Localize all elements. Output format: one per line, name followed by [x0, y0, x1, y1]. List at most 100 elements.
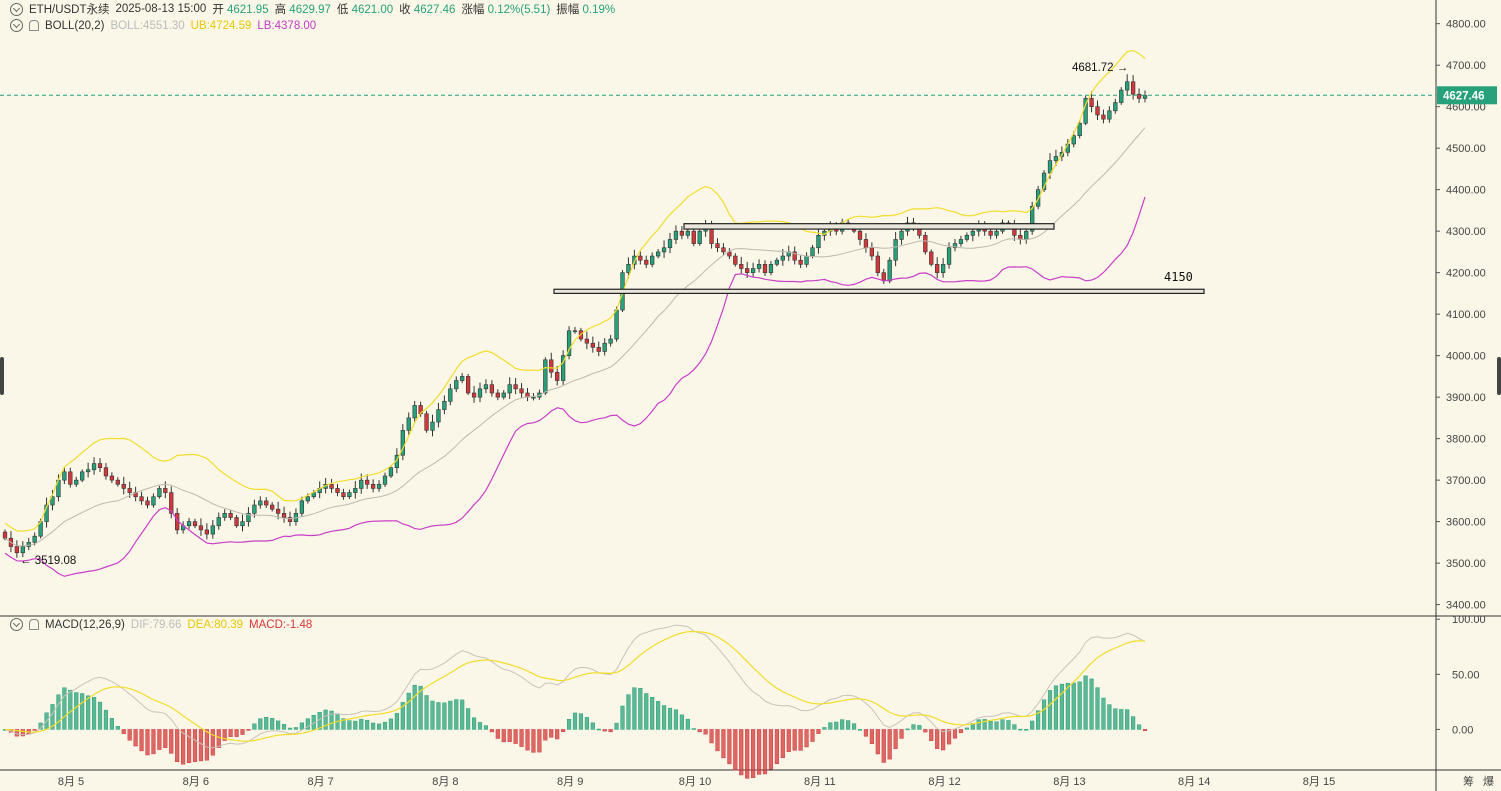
- candle-body: [270, 504, 275, 510]
- macd-histogram-bar: [869, 729, 874, 745]
- macd-histogram-bar: [911, 724, 916, 730]
- macd-histogram-bar: [483, 725, 489, 730]
- macd-histogram-bar: [810, 729, 815, 742]
- candle-body: [1053, 156, 1059, 161]
- macd-histogram-bar: [365, 719, 370, 730]
- macd-histogram-bar: [1041, 699, 1047, 730]
- candle-body: [810, 247, 815, 257]
- macd-histogram-bar: [1089, 678, 1094, 730]
- price-tick-label: 4800.00: [1446, 19, 1486, 31]
- macd-histogram-bar: [68, 689, 73, 730]
- current-price-tag: [1437, 86, 1497, 105]
- candle-body: [50, 496, 55, 506]
- macd-histogram-bar: [893, 729, 898, 749]
- alert-bell-icon[interactable]: [29, 20, 39, 31]
- macd-histogram-bar: [543, 729, 548, 741]
- right-panel-handle: [1497, 357, 1501, 395]
- macd-histogram-bar: [840, 719, 845, 730]
- macd-histogram-bar: [234, 729, 239, 737]
- macd-histogram-bar: [685, 718, 690, 730]
- macd-histogram-bar: [507, 729, 512, 742]
- price-tick-label: 4600.00: [1446, 102, 1486, 114]
- boll-mid-value: BOLL:4551.30: [110, 19, 185, 32]
- high-value: 4629.97: [289, 4, 331, 16]
- macd-histogram-bar: [181, 729, 186, 765]
- candle-body: [359, 479, 364, 489]
- macd-histogram-bar: [186, 729, 192, 763]
- macd-histogram-bar: [739, 729, 744, 776]
- date-tick-label: 8月 15: [1303, 776, 1335, 788]
- macd-histogram-bar: [1065, 682, 1070, 730]
- candle-body: [881, 272, 886, 282]
- candle-body: [103, 467, 109, 477]
- boll-lower-line: [4, 196, 1146, 577]
- macd-hist-value: MACD:-1.48: [249, 618, 313, 631]
- macd-histogram-bar: [293, 727, 299, 730]
- candle-body: [258, 500, 263, 506]
- macd-histogram-bar: [163, 729, 168, 748]
- macd-histogram-bar: [477, 722, 483, 730]
- macd-histogram-bar: [341, 718, 346, 730]
- macd-histogram-bar: [751, 729, 756, 778]
- candle-body: [935, 264, 940, 273]
- macd-histogram-bar: [946, 729, 952, 745]
- macd-histogram-bar: [388, 718, 394, 730]
- macd-histogram-bar: [691, 728, 696, 730]
- candle-body: [584, 338, 590, 344]
- candle-body: [501, 392, 506, 398]
- candle-body: [560, 355, 566, 381]
- macd-histogram-bar: [590, 722, 595, 730]
- candle-body: [655, 251, 661, 257]
- price-tick-label: 3700.00: [1446, 475, 1486, 487]
- candle-body: [299, 500, 305, 514]
- date-tick-label: 8月 13: [1053, 776, 1085, 788]
- candle-body: [952, 243, 958, 249]
- macd-histogram-bar: [198, 729, 204, 762]
- macd-histogram-bar: [442, 702, 447, 730]
- macd-histogram-bar: [62, 687, 67, 730]
- candle-body: [774, 259, 780, 265]
- candle-body: [596, 347, 601, 352]
- macd-histogram-bar: [679, 714, 684, 730]
- candle-body: [305, 496, 310, 502]
- candle-body: [400, 430, 405, 456]
- macd-histogram-bar: [175, 729, 180, 762]
- candle-body: [614, 309, 619, 340]
- macd-histogram-bar: [240, 729, 245, 735]
- candle-body: [1095, 106, 1100, 116]
- candle-body: [252, 504, 257, 514]
- candle-body: [697, 230, 702, 244]
- candle-body: [335, 488, 340, 493]
- candle-body: [365, 479, 370, 485]
- boll-upper-line: [4, 49, 1146, 532]
- candle-body: [519, 388, 524, 394]
- macd-histogram-bar: [1101, 697, 1106, 730]
- macd-histogram-bar: [887, 729, 892, 760]
- footer-tab-chip: 筹: [1463, 774, 1474, 788]
- candle-body: [412, 405, 417, 419]
- collapse-chevron-icon[interactable]: [10, 2, 23, 16]
- macd-histogram-bar: [1012, 724, 1017, 730]
- macd-histogram-bar: [1119, 709, 1124, 730]
- boll-lb-value: LB:4378.00: [257, 19, 317, 32]
- candle-body: [68, 471, 73, 485]
- candle-body: [638, 255, 643, 261]
- candle-body: [792, 251, 797, 261]
- macd-histogram-bar: [192, 729, 198, 762]
- macd-histogram-bar: [727, 729, 732, 765]
- change-label: 涨幅: [461, 4, 485, 16]
- alert-bell-icon[interactable]: [29, 619, 39, 630]
- candle-body: [750, 268, 756, 273]
- candle-body: [80, 471, 85, 481]
- macd-histogram-bar: [756, 729, 762, 775]
- price-tick-label: 3800.00: [1446, 434, 1486, 446]
- low-label: 低: [336, 4, 349, 16]
- collapse-chevron-icon[interactable]: [10, 19, 23, 32]
- macd-histogram-bar: [656, 701, 661, 730]
- macd-histogram-bar: [774, 729, 779, 764]
- candle-body: [1142, 95, 1148, 99]
- macd-histogram-bar: [905, 728, 910, 731]
- candle-body: [946, 247, 952, 265]
- collapse-chevron-icon[interactable]: [10, 618, 23, 631]
